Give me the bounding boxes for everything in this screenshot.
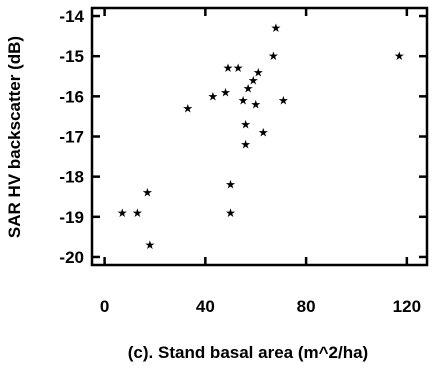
data-point: ★ xyxy=(145,238,156,252)
data-point: ★ xyxy=(142,186,153,200)
data-points: ★ ★★★★★ ★★★★★★★★★★★★★★★★★ xyxy=(117,21,405,252)
data-point: ★ xyxy=(225,206,236,220)
data-point: ★ xyxy=(270,21,281,35)
data-point: ★ xyxy=(238,93,249,107)
y-tick-label: -14 xyxy=(59,7,84,26)
data-point: ★ xyxy=(208,89,219,103)
data-point: ★ xyxy=(253,65,264,79)
data-point: ★ xyxy=(240,117,251,131)
x-tick-label: 40 xyxy=(196,297,215,316)
y-axis: -14 -15 -16 -17 -18 -19 -20 xyxy=(59,7,427,267)
data-point: ★ xyxy=(132,206,143,220)
x-tick-label: 120 xyxy=(393,297,421,316)
data-point: ★ xyxy=(248,73,259,87)
data-point: ★ xyxy=(225,178,236,192)
data-point: ★ xyxy=(233,61,244,75)
x-axis-title: (c). Stand basal area (m^2/ha) xyxy=(128,343,368,362)
data-point: ★ xyxy=(243,81,254,95)
data-point: ★ xyxy=(278,93,289,107)
data-point: ★ xyxy=(258,125,269,139)
y-tick-label: -18 xyxy=(59,168,84,187)
data-point: ★ xyxy=(250,97,261,111)
y-axis-title: SAR HV backscatter (dB) xyxy=(5,36,24,238)
x-tick-label: 0 xyxy=(100,297,109,316)
y-tick-label: -20 xyxy=(59,248,84,267)
x-axis: 0 40 80 120 xyxy=(100,8,421,316)
data-point: ★ xyxy=(394,49,405,63)
y-tick-label: -19 xyxy=(59,208,84,227)
data-point: ★ xyxy=(240,138,251,152)
x-tick-label: 80 xyxy=(297,297,316,316)
y-tick-label: -16 xyxy=(59,87,84,106)
y-tick-label: -17 xyxy=(59,128,84,147)
data-point: ★ xyxy=(182,101,193,115)
data-point: ★ xyxy=(117,206,128,220)
data-point: ★ xyxy=(223,61,234,75)
data-point: ★ xyxy=(220,85,231,99)
y-tick-label: -15 xyxy=(59,47,84,66)
data-point: ★ xyxy=(268,49,279,63)
